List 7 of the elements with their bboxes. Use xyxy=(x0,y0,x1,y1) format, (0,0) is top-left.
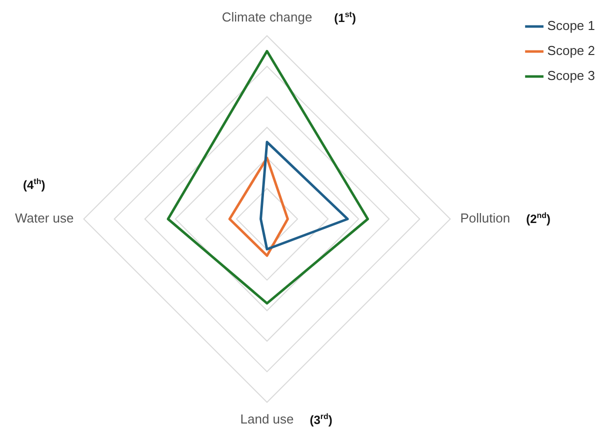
spoke-label: Pollution xyxy=(460,210,510,226)
spoke-label: Land use xyxy=(240,412,294,427)
spoke-label: Climate change xyxy=(222,10,312,25)
legend-label: Scope 1 xyxy=(547,18,595,34)
legend-label: Scope 2 xyxy=(547,43,595,58)
legend-label: Scope 3 xyxy=(547,68,595,84)
spoke-label: Water use xyxy=(14,210,74,226)
